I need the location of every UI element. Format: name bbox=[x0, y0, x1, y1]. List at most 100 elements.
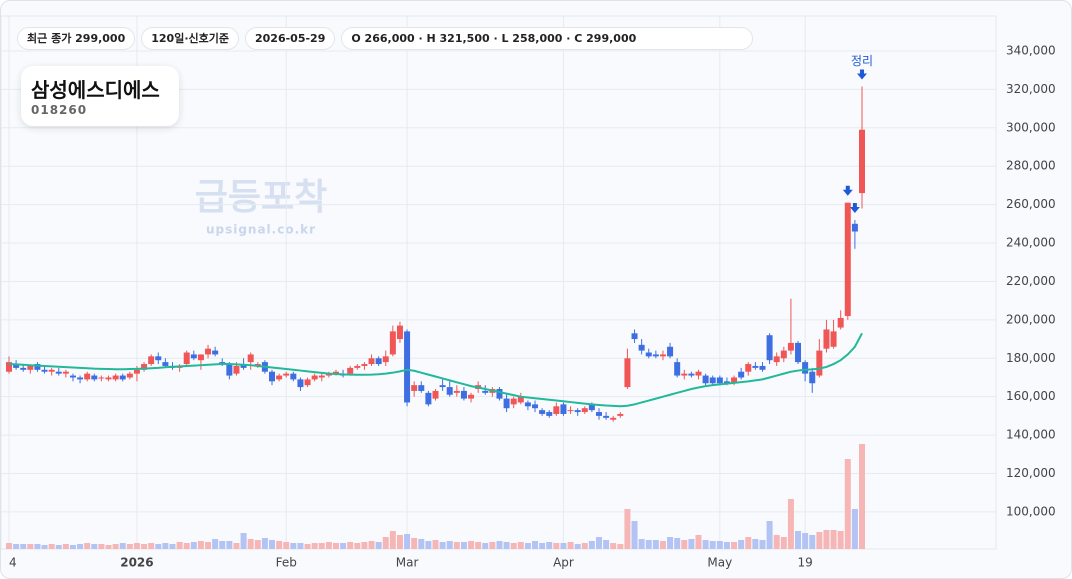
volume-bar bbox=[475, 542, 482, 549]
candle-body bbox=[695, 371, 702, 376]
volume-bar bbox=[98, 544, 105, 549]
candle-body bbox=[226, 364, 233, 376]
x-tick-label: Feb bbox=[276, 556, 297, 570]
volume-bar bbox=[631, 521, 638, 549]
volume-bar bbox=[844, 459, 851, 549]
volume-bar bbox=[126, 544, 133, 549]
volume-bar bbox=[645, 540, 652, 549]
candle-body bbox=[802, 362, 809, 374]
candle-body bbox=[539, 410, 546, 414]
candle-body bbox=[318, 375, 325, 378]
candle-body bbox=[823, 329, 830, 349]
volume-bar bbox=[574, 544, 581, 549]
candle-body bbox=[283, 373, 290, 376]
volume-bar bbox=[688, 539, 695, 549]
volume-bar bbox=[802, 533, 809, 549]
candle-body bbox=[269, 371, 276, 382]
candle-body bbox=[859, 129, 865, 194]
candle-body bbox=[13, 364, 20, 368]
volume-bar bbox=[766, 521, 773, 549]
candle-body bbox=[62, 371, 69, 374]
candle-body bbox=[389, 331, 396, 355]
candle-body bbox=[183, 352, 190, 365]
volume-bar bbox=[418, 539, 425, 549]
candle-body bbox=[91, 375, 98, 380]
candle-body bbox=[688, 373, 695, 376]
candle-body bbox=[553, 406, 560, 414]
volume-bar bbox=[105, 545, 112, 549]
candle-body bbox=[6, 362, 12, 372]
candle-body bbox=[84, 373, 91, 380]
volume-bar bbox=[809, 535, 816, 549]
volume-bar bbox=[560, 543, 567, 549]
candle-body bbox=[588, 404, 595, 411]
stock-name: 삼성에스디에스 bbox=[31, 78, 160, 102]
volume-bar bbox=[297, 543, 304, 549]
volume-bar bbox=[155, 544, 162, 549]
y-tick-label: 320,000 bbox=[1006, 82, 1056, 96]
candle-body bbox=[546, 412, 553, 416]
volume-bar bbox=[603, 540, 610, 549]
candle-body bbox=[567, 410, 574, 412]
volume-bar bbox=[859, 444, 865, 549]
candle-body bbox=[482, 390, 489, 393]
candle-body bbox=[532, 404, 539, 409]
y-tick-label: 300,000 bbox=[1006, 120, 1056, 134]
volume-bar bbox=[205, 542, 212, 549]
candle-body bbox=[126, 373, 133, 378]
candle-body bbox=[432, 390, 439, 399]
candle-body bbox=[148, 356, 155, 365]
candle-body bbox=[105, 377, 112, 380]
candle-body bbox=[411, 385, 418, 391]
candle-body bbox=[212, 350, 219, 355]
x-tick-label: 2026 bbox=[120, 556, 153, 570]
candle-body bbox=[155, 356, 162, 361]
candle-body bbox=[681, 373, 688, 376]
candle-body bbox=[418, 385, 425, 391]
candle-body bbox=[638, 344, 645, 351]
candle-body bbox=[332, 371, 339, 374]
volume-bar bbox=[382, 537, 389, 549]
volume-bar bbox=[77, 544, 84, 549]
volume-bar bbox=[347, 542, 354, 549]
volume-bar bbox=[112, 544, 119, 549]
candle-body bbox=[610, 417, 617, 420]
candle-body bbox=[162, 362, 169, 366]
candle-body bbox=[624, 358, 631, 388]
candle-body bbox=[375, 358, 382, 365]
volume-bar bbox=[133, 543, 140, 549]
candle-body bbox=[709, 377, 716, 384]
candle-body bbox=[354, 365, 361, 368]
candle-body bbox=[645, 352, 652, 357]
volume-bar bbox=[795, 531, 802, 549]
candle-body bbox=[581, 408, 588, 413]
volume-bar bbox=[212, 539, 219, 549]
volume-bar bbox=[510, 543, 517, 549]
candle-body bbox=[766, 335, 773, 361]
candle-body bbox=[347, 367, 354, 374]
candle-body bbox=[304, 379, 311, 386]
candle-body bbox=[780, 350, 787, 359]
volume-bar bbox=[325, 542, 332, 549]
candle-body bbox=[652, 354, 659, 357]
candle-body bbox=[837, 317, 844, 328]
candle-body bbox=[631, 333, 638, 340]
volume-bar bbox=[27, 544, 34, 549]
volume-bar bbox=[468, 541, 475, 549]
volume-bar bbox=[261, 538, 268, 549]
candle-body bbox=[723, 381, 730, 384]
volume-bar bbox=[48, 544, 55, 549]
volume-bar bbox=[226, 541, 233, 549]
volume-bar bbox=[638, 539, 645, 549]
stock-code: 018260 bbox=[31, 103, 88, 117]
y-tick-label: 340,000 bbox=[1006, 43, 1056, 57]
volume-bar bbox=[731, 542, 738, 549]
volume-bar bbox=[141, 544, 148, 549]
volume-bar bbox=[674, 538, 681, 549]
candle-body bbox=[297, 379, 304, 388]
candle-body bbox=[20, 367, 27, 370]
volume-bar bbox=[482, 543, 489, 549]
volume-bar bbox=[773, 535, 780, 549]
